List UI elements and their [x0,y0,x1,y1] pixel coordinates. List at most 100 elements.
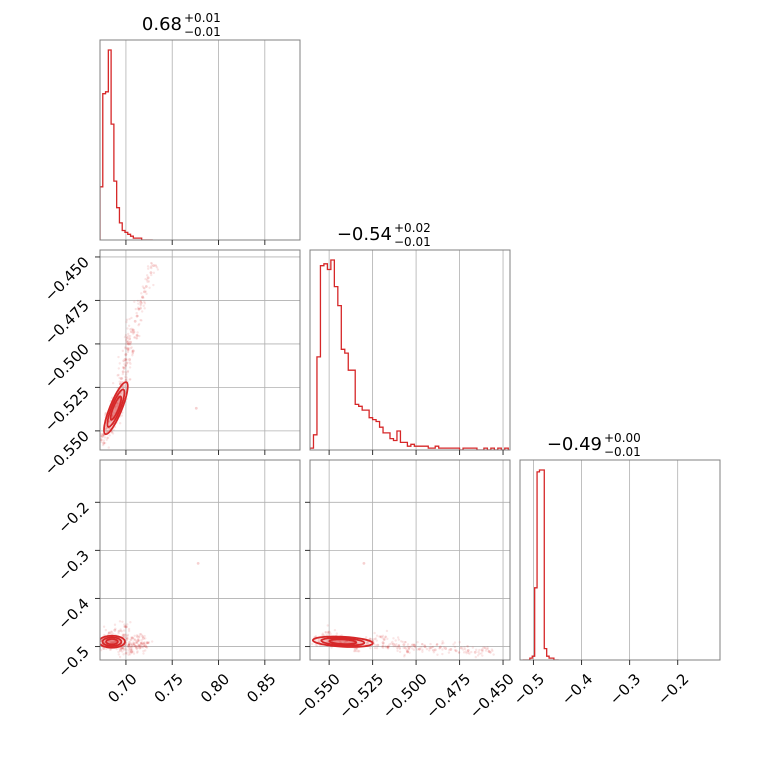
scatter-2-point-28 [107,631,111,635]
scatter-1-point-2 [101,434,105,438]
scatter-2-frame [99,459,301,661]
scatter-1-point-26 [127,342,131,346]
scatter-3-density-dot [355,649,358,653]
scatter-1-density-dot [128,361,131,364]
scatter-1-density-dot [129,343,132,346]
scatter-2-density-dot [121,647,125,650]
scatter-1-density-dot [110,431,113,434]
scatter-3-point-31 [466,648,470,652]
scatter-1-density-dot [141,296,144,299]
scatter-1-density-dot [124,347,127,350]
scatter-2-density-dot [124,625,127,629]
scatter-1-density-dot [144,290,147,293]
scatter-3-density-dot [339,640,342,644]
scatter-2-density-dot [111,640,114,644]
scatter-1-density-dot [150,264,153,268]
scatter-2-density-dot [126,633,130,637]
scatter-1-density-dot [126,343,130,346]
scatter-1-density-dot [94,441,96,443]
scatter-3-density-dot [447,651,451,654]
scatter-2-density-dot [107,631,111,634]
scatter-3-density-dot [326,632,330,635]
scatter-1-point-21 [122,366,126,370]
scatter-3-density-dot [436,653,439,656]
scatter-2-density-dot [141,646,145,649]
scatter-2-density-dot [138,639,141,642]
scatter-3-density-dot [388,643,391,646]
scatter-3-density-dot [397,638,401,641]
scatter-2-density-dot [121,650,124,653]
scatter-2-density-dot [144,637,147,640]
scatter-2-density-dot [124,648,128,652]
scatter-2-density-dot [139,641,142,645]
scatter-1-density-dot [127,348,130,351]
scatter-2-density-dot [129,642,132,646]
scatter-1-density-dot [100,438,103,442]
scatter-2-density-dot [135,641,138,644]
scatter-2-point-21 [136,639,140,643]
scatter-3-density-dot [483,646,487,650]
scatter-2-density-dot [133,638,136,642]
scatter-2-density-dot [145,641,149,644]
scatter-2-density-dot [126,645,130,648]
scatter-3-density-dot [461,648,465,651]
scatter-2-density-dot [147,641,151,644]
scatter-2-density-dot [136,637,140,641]
scatter-2-density-dot [138,644,141,647]
scatter-2-density-dot [133,634,136,637]
scatter-2-density-dot [118,620,122,623]
scatter-1-density-dot [143,307,146,310]
scatter-1-point-50 [135,333,139,337]
scatter-3-density-dot [405,649,409,653]
y-tick-label-param-2-2: −0.525 [41,383,93,435]
scatter-1-density-dot [133,330,136,334]
scatter-3-density-dot [365,636,368,639]
scatter-3-point-35 [327,630,331,634]
scatter-2-density-dot [136,645,139,648]
scatter-2-density-dot [117,631,120,635]
scatter-3-density-dot [486,647,490,651]
scatter-2-density-dot [128,653,132,656]
scatter-3-density-dot [438,646,441,650]
scatter-2-density-dot [128,640,132,644]
scatter-1-point-49 [131,349,135,353]
y-tick-label-param-2-1: −0.550 [41,427,93,479]
scatter-1-density-dot [131,349,134,353]
scatter-1-density-dot [136,331,139,334]
scatter-2-point-18 [131,636,134,640]
scatter-1-density-dot [126,346,129,350]
scatter-1-density-dot [102,439,106,442]
scatter-1-density-dot [123,360,126,363]
scatter-3-density-dot [477,650,480,654]
scatter-2-density-dot [139,646,142,649]
scatter-3-density-dot [466,650,470,653]
scatter-1-point-34 [139,300,143,304]
scatter-3-density-dot [392,637,395,640]
scatter-3-density-dot [373,637,377,641]
scatter-2-density-dot [130,644,133,647]
scatter-1-density-dot [133,336,137,339]
scatter-3-density-dot [483,646,486,649]
scatter-2-density-dot [121,646,125,650]
scatter-1-point-39 [149,271,153,275]
scatter-2-density-dot [137,639,140,642]
scatter-2-density-dot [123,647,126,650]
scatter-3-density-dot [317,639,320,643]
scatter-2-density-dot [128,643,131,646]
scatter-1-density-dot [117,367,121,370]
scatter-2-density-dot [146,641,150,645]
scatter-3-point-18 [397,644,401,648]
scatter-2-density-dot [120,647,124,650]
scatter-2-density-dot [140,634,144,637]
scatter-2-density-dot [138,644,142,647]
scatter-3-density-dot [395,643,398,646]
scatter-2-density-dot [135,640,138,644]
panel-2-title-plus: +0.02 [394,221,431,235]
scatter-2-density-dot [127,653,130,656]
scatter-1-density-dot [131,328,134,331]
scatter-panel-1-2 [94,249,301,455]
panel-3-title-minus: −0.01 [604,445,641,459]
scatter-2-density-dot [127,646,130,649]
scatter-1-density-dot [137,302,140,305]
scatter-1-density-dot [132,330,135,333]
